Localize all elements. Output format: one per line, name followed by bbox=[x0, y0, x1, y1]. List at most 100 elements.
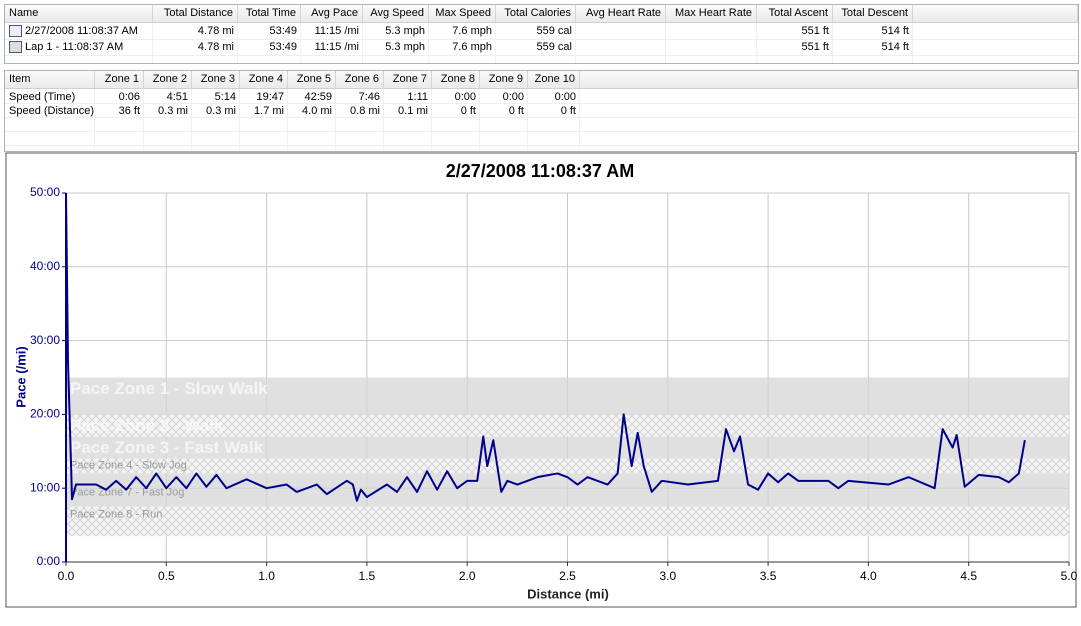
table-cell: 7:46 bbox=[358, 91, 380, 103]
column-header: Zone 9 bbox=[480, 71, 528, 89]
table-cell: Lap 1 - 11:08:37 AM bbox=[25, 41, 124, 53]
header-filler bbox=[580, 71, 1078, 89]
table-cell: 42:59 bbox=[304, 91, 332, 103]
table-cell: 5.3 mph bbox=[385, 41, 425, 53]
row-line bbox=[5, 131, 1078, 132]
column-header: Total Ascent bbox=[757, 5, 833, 23]
x-tick-label: 0.0 bbox=[58, 569, 75, 583]
x-tick-label: 3.5 bbox=[760, 569, 777, 583]
column-header: Total Distance bbox=[153, 5, 238, 23]
table-cell: 53:49 bbox=[269, 25, 297, 37]
table-cell: 5:14 bbox=[214, 91, 236, 103]
column-line bbox=[495, 23, 496, 63]
x-tick-label: 3.0 bbox=[659, 569, 676, 583]
column-line bbox=[575, 23, 576, 63]
summary-table: Name Total Distance Total Time Avg Pace Avg … bbox=[4, 4, 1079, 64]
column-line bbox=[527, 89, 528, 151]
row-line bbox=[5, 117, 1078, 118]
header-filler bbox=[913, 5, 1078, 23]
table-cell: 0:06 bbox=[118, 91, 140, 103]
y-tick-label: 0:00 bbox=[37, 554, 61, 568]
table-cell: 1:11 bbox=[407, 91, 428, 103]
column-header: Avg Pace bbox=[301, 5, 363, 23]
row-line bbox=[5, 145, 1078, 146]
column-line bbox=[431, 89, 432, 151]
table-cell: 0 ft bbox=[560, 105, 576, 117]
column-line bbox=[832, 23, 833, 63]
table-cell: 0:00 bbox=[454, 91, 476, 103]
table-cell: 559 cal bbox=[536, 25, 572, 37]
table-cell: 0.1 mi bbox=[398, 105, 428, 117]
column-line bbox=[579, 89, 580, 151]
x-tick-label: 5.0 bbox=[1061, 569, 1078, 583]
row-line bbox=[5, 55, 1078, 56]
zone-label: Pace Zone 8 - Run bbox=[70, 509, 162, 521]
x-tick-label: 0.5 bbox=[158, 569, 175, 583]
column-header: Total Time bbox=[238, 5, 301, 23]
column-header: Max Speed bbox=[429, 5, 496, 23]
column-header: Total Calories bbox=[496, 5, 576, 23]
table-cell: 0.3 mi bbox=[206, 105, 236, 117]
zone-label: Pace Zone 7 - Fast Jog bbox=[70, 486, 184, 498]
table-cell: 11:15 /mi bbox=[314, 25, 359, 37]
zones-table: Item Zone 1 Zone 2 Zone 3 Zone 4 Zone 5 Zone 6… bbox=[4, 70, 1079, 152]
zone-band bbox=[67, 414, 1069, 437]
zone-band bbox=[67, 377, 1069, 415]
table-cell: 0:00 bbox=[502, 91, 524, 103]
table-cell: 53:49 bbox=[269, 41, 297, 53]
table-cell: 2/27/2008 11:08:37 AM bbox=[25, 25, 138, 37]
table-cell: 551 ft bbox=[801, 25, 829, 37]
column-line bbox=[756, 23, 757, 63]
chart-title: 2/27/2008 11:08:37 AM bbox=[446, 161, 634, 181]
column-line bbox=[383, 89, 384, 151]
zone-band bbox=[67, 458, 1069, 474]
column-line bbox=[287, 89, 288, 151]
table-cell: 4.0 mi bbox=[302, 105, 332, 117]
table-cell: 4.78 mi bbox=[197, 41, 234, 53]
table-cell: 1.7 mi bbox=[254, 105, 284, 117]
zone-label: Pace Zone 3 - Fast Walk bbox=[70, 438, 264, 457]
row-icon bbox=[9, 25, 22, 37]
row-icon bbox=[9, 41, 22, 53]
column-line bbox=[912, 23, 913, 63]
x-tick-label: 1.5 bbox=[359, 569, 376, 583]
table-cell: 559 cal bbox=[536, 41, 572, 53]
x-tick-label: 2.0 bbox=[459, 569, 476, 583]
y-tick-label: 50:00 bbox=[30, 185, 60, 199]
table-cell: 4:51 bbox=[166, 91, 188, 103]
column-line bbox=[237, 23, 238, 63]
column-header: Item bbox=[5, 71, 95, 89]
table-cell: 7.6 mph bbox=[452, 25, 492, 37]
column-line bbox=[152, 23, 153, 63]
zone-label: Pace Zone 4 - Slow Jog bbox=[70, 460, 187, 472]
column-header: Zone 4 bbox=[240, 71, 288, 89]
column-header: Zone 5 bbox=[288, 71, 336, 89]
column-line bbox=[335, 89, 336, 151]
column-header: Zone 6 bbox=[336, 71, 384, 89]
column-header: Zone 3 bbox=[192, 71, 240, 89]
column-header: Max Heart Rate bbox=[666, 5, 757, 23]
table-cell: 7.6 mph bbox=[452, 41, 492, 53]
column-line bbox=[300, 23, 301, 63]
column-header: Zone 2 bbox=[144, 71, 192, 89]
x-axis-title: Distance (mi) bbox=[527, 586, 609, 601]
x-tick-label: 4.5 bbox=[960, 569, 977, 583]
y-tick-label: 40:00 bbox=[30, 259, 60, 273]
table-cell: Speed (Time) bbox=[9, 91, 76, 103]
zone-band bbox=[67, 506, 1069, 537]
table-cell: 19:47 bbox=[256, 91, 284, 103]
column-line bbox=[665, 23, 666, 63]
table-cell: 551 ft bbox=[801, 41, 829, 53]
zone-label: Pace Zone 2 - Walk bbox=[70, 416, 224, 435]
column-line bbox=[362, 23, 363, 63]
column-header: Name bbox=[5, 5, 153, 23]
pace-line bbox=[65, 192, 1026, 502]
column-line bbox=[94, 89, 95, 151]
table-cell: 11:15 /mi bbox=[314, 41, 359, 53]
table-cell: Speed (Distance) bbox=[9, 105, 94, 117]
column-header: Zone 10 bbox=[528, 71, 580, 89]
column-line bbox=[191, 89, 192, 151]
y-tick-label: 20:00 bbox=[30, 407, 60, 421]
table-cell: 5.3 mph bbox=[385, 25, 425, 37]
